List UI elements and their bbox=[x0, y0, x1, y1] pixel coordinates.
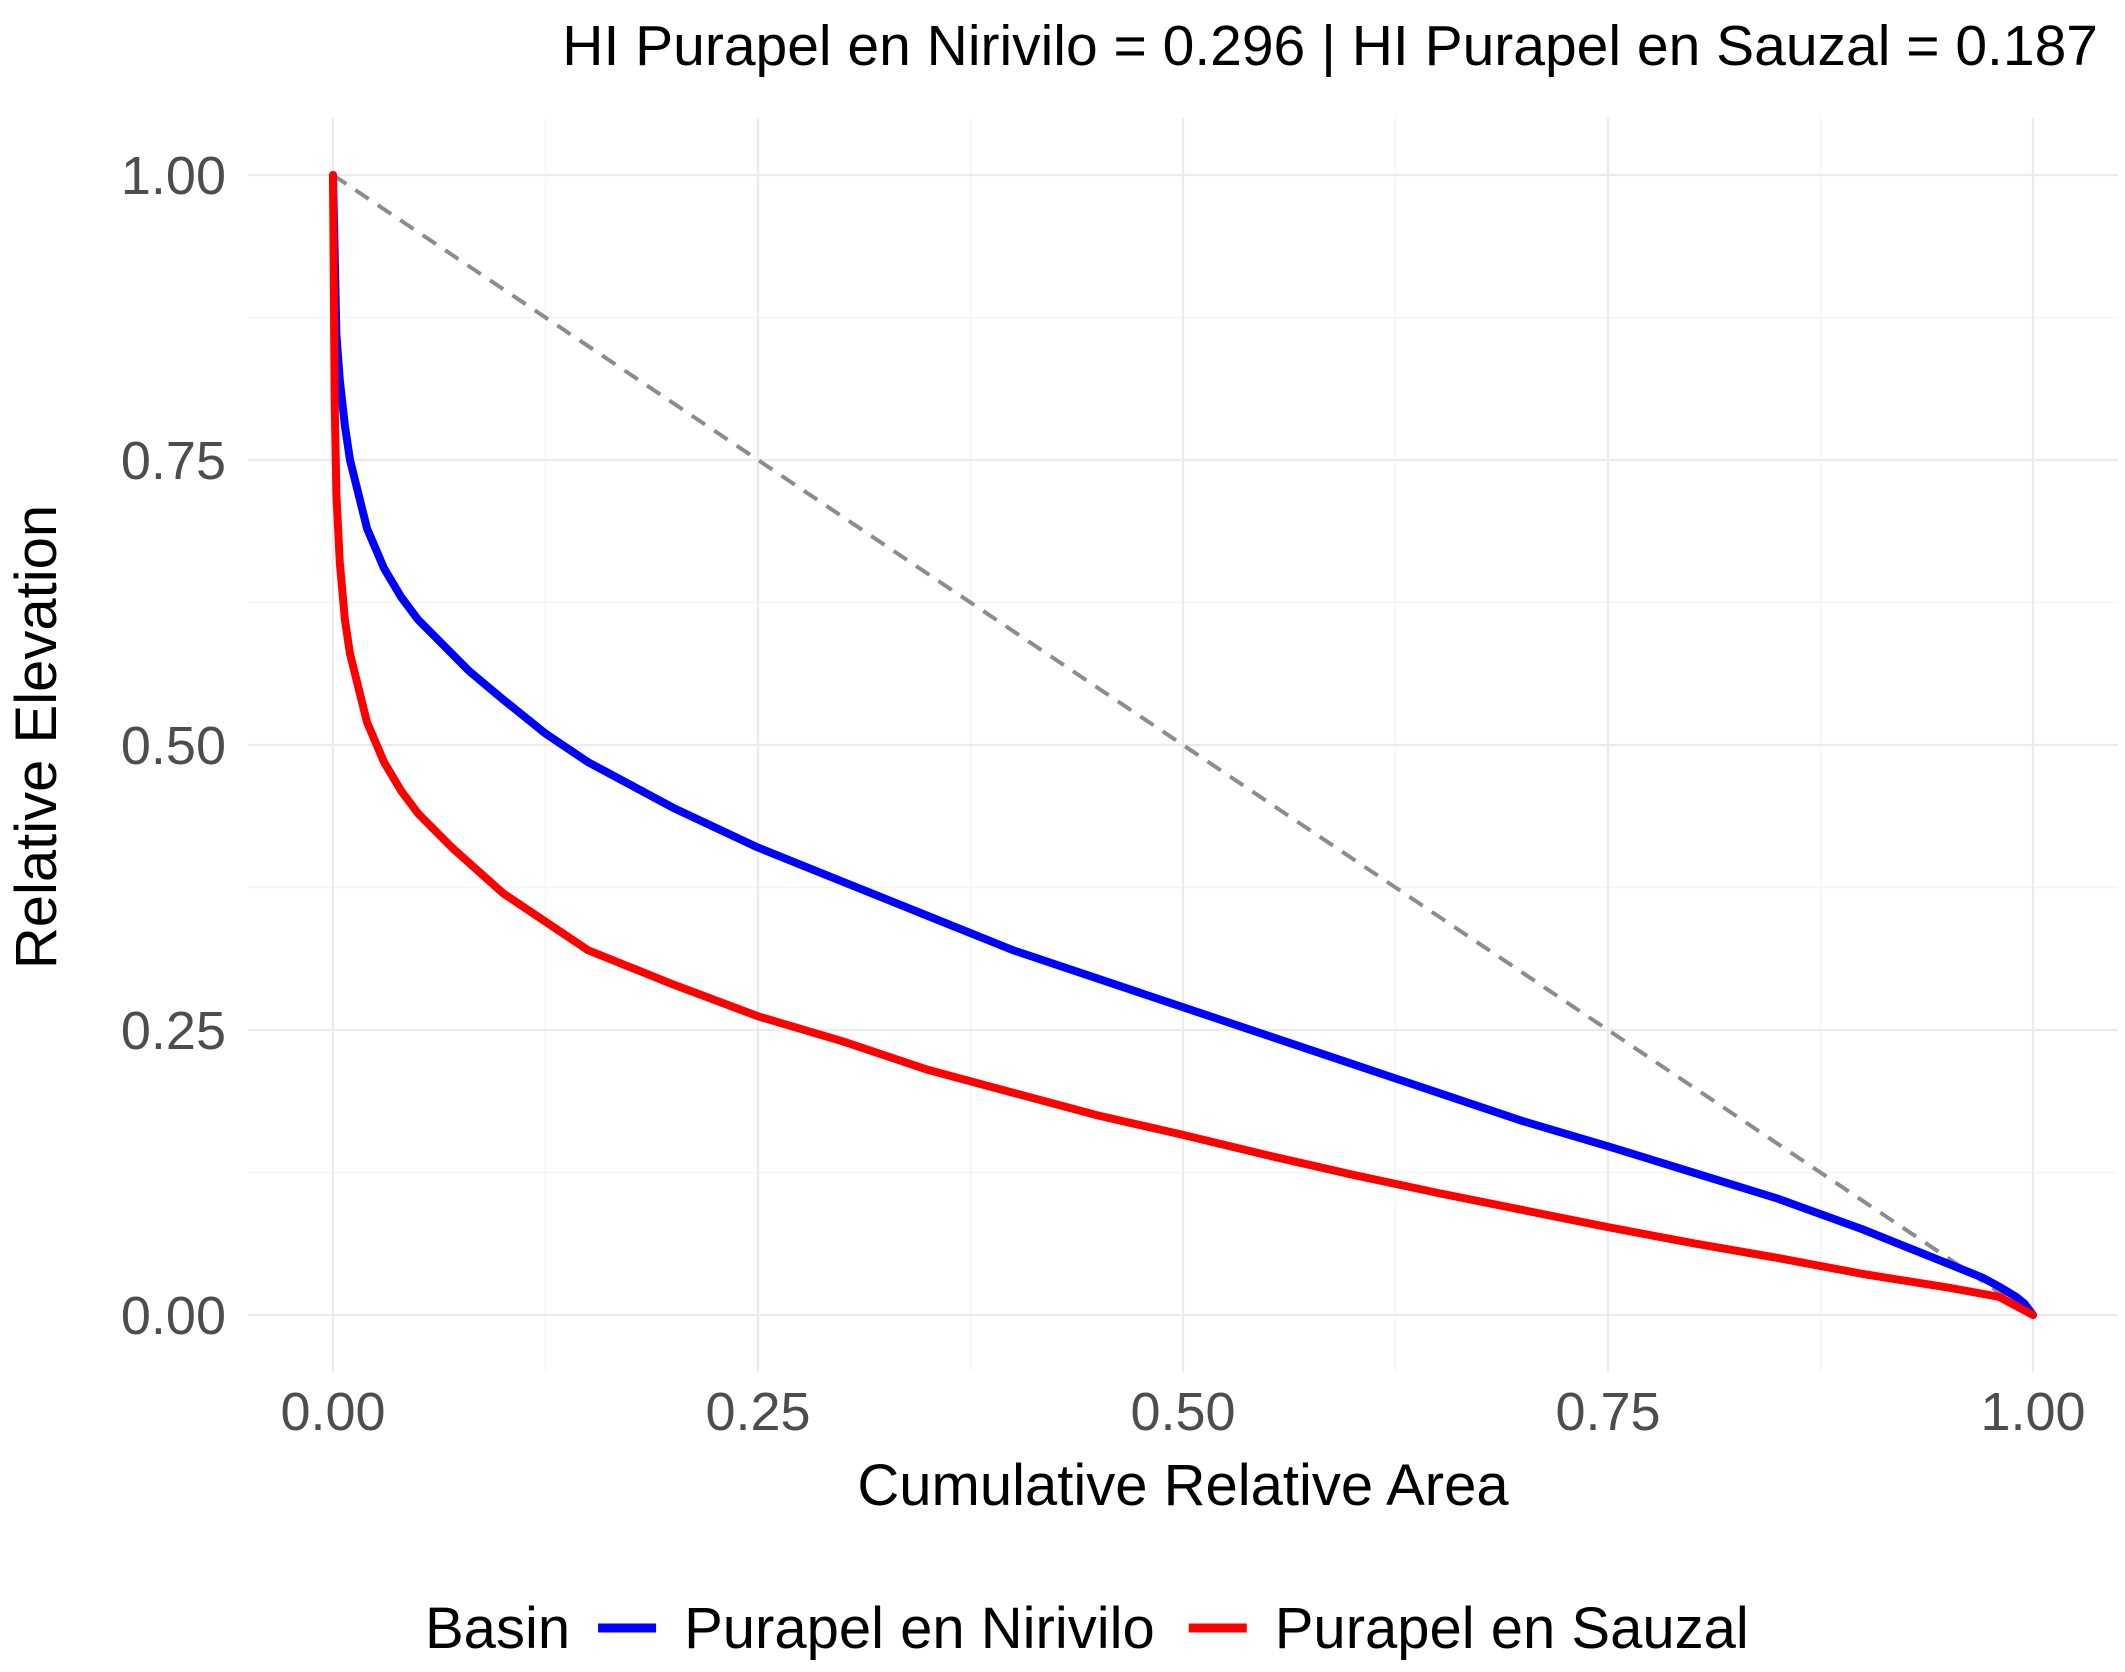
y-axis-ticks: 0.00 0.25 0.50 0.75 1.00 bbox=[121, 146, 226, 1346]
x-tick-label: 0.75 bbox=[1555, 1382, 1660, 1442]
series-line-1 bbox=[329, 171, 2037, 1319]
legend-title: Basin bbox=[425, 1596, 570, 1661]
x-tick-label: 0.00 bbox=[280, 1382, 385, 1442]
series-line-2 bbox=[329, 171, 2037, 1319]
series-lines bbox=[329, 171, 2037, 1319]
y-tick-label: 0.75 bbox=[121, 431, 226, 491]
chart-title: HI Purapel en Nirivilo = 0.296 | HI Pura… bbox=[562, 14, 2098, 78]
y-tick-label: 1.00 bbox=[121, 146, 226, 206]
reference-diagonal-line bbox=[331, 173, 2035, 1317]
y-tick-label: 0.00 bbox=[121, 1286, 226, 1346]
x-axis-title: Cumulative Relative Area bbox=[857, 1453, 1509, 1518]
x-tick-label: 0.50 bbox=[1130, 1382, 1235, 1442]
x-tick-label: 1.00 bbox=[1980, 1382, 2085, 1442]
legend: Basin Purapel en Nirivilo Purapel en Sauz… bbox=[425, 1596, 1749, 1661]
legend-label-2: Purapel en Sauzal bbox=[1275, 1596, 1749, 1661]
y-axis-title: Relative Elevation bbox=[4, 505, 69, 969]
y-tick-label: 0.50 bbox=[121, 716, 226, 776]
y-tick-label: 0.25 bbox=[121, 1001, 226, 1061]
x-tick-label: 0.25 bbox=[705, 1382, 810, 1442]
x-axis-ticks: 0.00 0.25 0.50 0.75 1.00 bbox=[280, 1382, 2085, 1442]
legend-label-1: Purapel en Nirivilo bbox=[684, 1596, 1155, 1661]
legend-items: Purapel en Nirivilo Purapel en Sauzal bbox=[598, 1596, 1749, 1661]
